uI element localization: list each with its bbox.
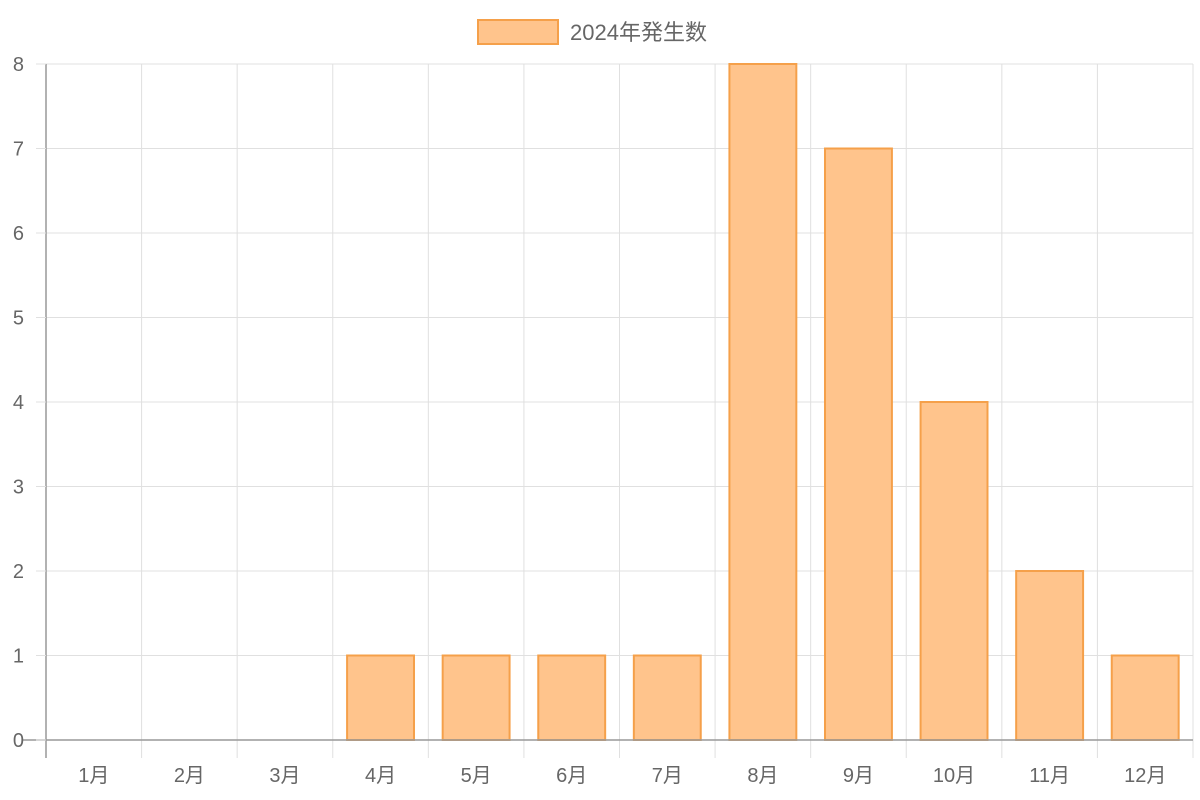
x-axis-ticks: 1月 2月 3月 4月 5月 6月 7月 8月 9月 10月 11月 12月 [78, 765, 1166, 787]
x-tick-label: 12月 [1124, 765, 1166, 787]
x-tick-label: 2月 [174, 765, 205, 787]
bar-9月[interactable] [824, 147, 893, 741]
y-tick-label: 5 [13, 308, 24, 330]
x-tick-label: 10月 [933, 765, 975, 787]
bar-8月[interactable] [728, 63, 798, 741]
y-tick-label: 2 [13, 561, 24, 583]
y-tick-label: 0 [13, 730, 24, 752]
y-tick-label: 7 [13, 139, 24, 161]
bar-4月[interactable] [346, 654, 415, 741]
x-tick-label: 11月 [1029, 765, 1070, 787]
legend-swatch [477, 19, 559, 45]
bar-11月[interactable] [1015, 570, 1085, 741]
y-tick-label: 6 [13, 223, 24, 245]
bar-12月[interactable] [1110, 654, 1180, 741]
legend[interactable]: 2024年発生数 [477, 19, 707, 45]
legend-label: 2024年発生数 [570, 20, 707, 45]
y-axis-ticks: 0 1 2 3 4 5 6 7 8 [13, 54, 46, 752]
grid [45, 63, 1194, 758]
x-tick-label: 6月 [556, 765, 587, 787]
axes [22, 64, 1193, 758]
x-tick-label: 3月 [269, 765, 300, 787]
bar-10月[interactable] [919, 401, 989, 741]
y-tick-label: 1 [13, 646, 24, 668]
bars [346, 63, 1180, 741]
y-tick-label: 3 [13, 477, 24, 499]
x-tick-label: 5月 [461, 765, 492, 787]
bar-6月[interactable] [537, 654, 607, 741]
y-tick-label: 8 [13, 54, 24, 76]
y-tick-label: 4 [13, 392, 24, 414]
bar-5月[interactable] [441, 654, 511, 741]
x-tick-label: 9月 [843, 765, 874, 787]
x-tick-label: 4月 [365, 765, 396, 787]
bar-7月[interactable] [632, 654, 702, 741]
x-tick-label: 7月 [652, 765, 683, 787]
x-tick-label: 8月 [747, 765, 778, 787]
x-tick-label: 1月 [78, 765, 109, 787]
